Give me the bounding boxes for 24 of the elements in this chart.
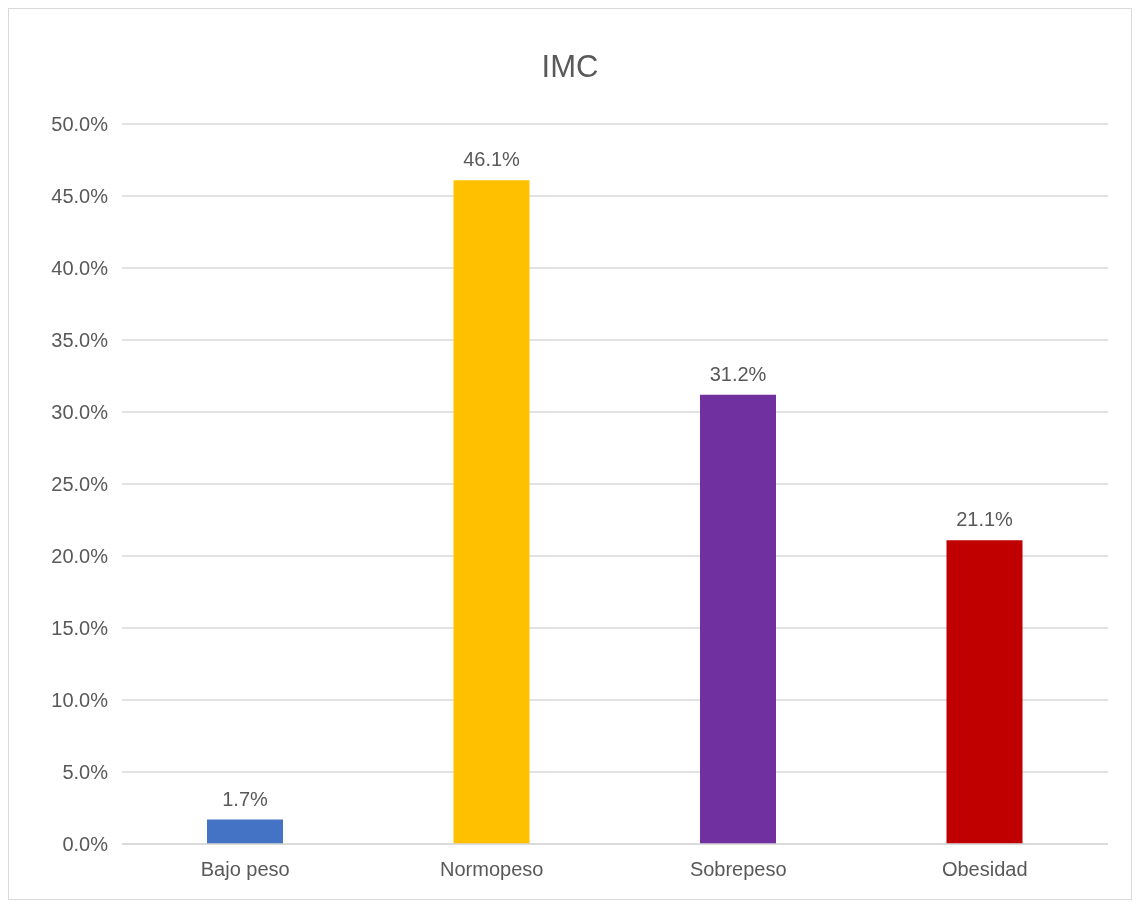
y-tick-label: 10.0% [51, 689, 109, 712]
x-tick-label: Sobrepeso [689, 858, 787, 881]
x-tick-label: Normopeso [440, 858, 544, 881]
y-tick-label: 0.0% [62, 833, 109, 856]
bar [946, 540, 1023, 844]
chart-title: IMC [540, 49, 600, 85]
y-tick-label: 50.0% [51, 113, 109, 136]
data-label: 1.7% [222, 787, 269, 810]
y-tick-label: 30.0% [51, 401, 109, 424]
y-tick-label: 45.0% [51, 185, 109, 208]
data-label: 31.2% [709, 362, 767, 385]
y-tick-label: 5.0% [62, 761, 109, 784]
bar [700, 394, 776, 844]
y-tick-label: 25.0% [51, 473, 109, 496]
x-tick-label: Bajo peso [200, 858, 290, 881]
y-tick-label: 20.0% [51, 545, 109, 568]
bar [207, 819, 283, 844]
y-tick-label: 35.0% [51, 329, 109, 352]
data-label: 46.1% [463, 148, 521, 171]
data-label: 21.1% [956, 508, 1014, 531]
bar [453, 180, 530, 844]
y-tick-label: 40.0% [51, 257, 109, 280]
y-tick-label: 15.0% [51, 617, 109, 640]
x-tick-label: Obesidad [941, 858, 1028, 881]
